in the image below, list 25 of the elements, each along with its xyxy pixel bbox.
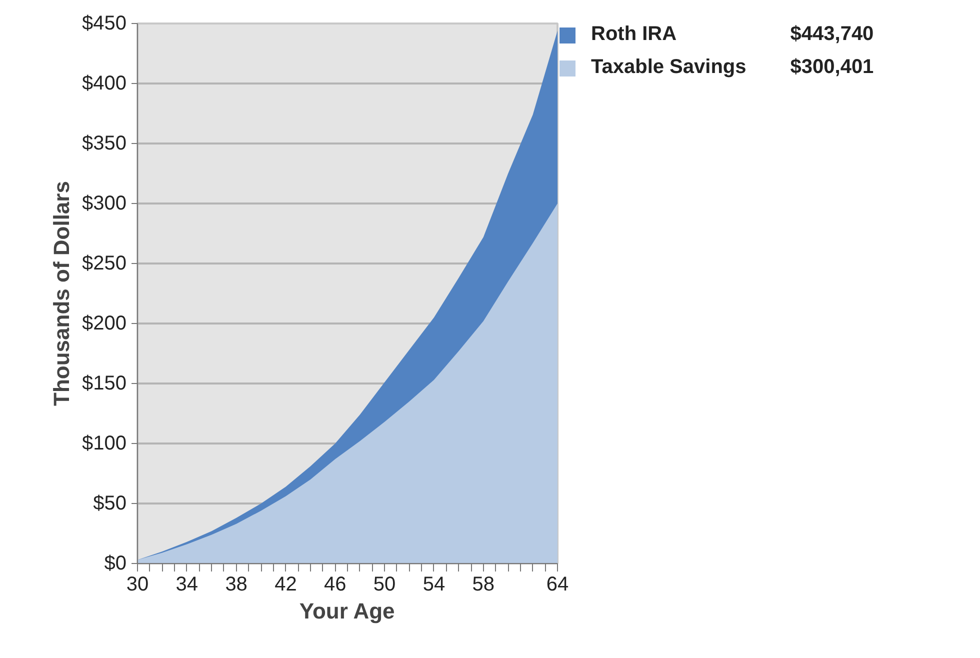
x-tick-label: 58	[472, 574, 495, 596]
legend-label: Roth IRA	[591, 23, 677, 46]
y-tick-label: $300	[82, 192, 127, 214]
y-tick-label: $100	[82, 432, 127, 454]
y-tick-label: $50	[93, 492, 127, 514]
x-tick-label: 34	[176, 574, 198, 596]
x-tick-label: 50	[373, 574, 396, 596]
x-tick-label: 38	[225, 574, 248, 596]
y-tick-label: $350	[82, 132, 127, 154]
y-tick-label: $0	[104, 552, 127, 574]
y-tick-label: $450	[82, 12, 127, 34]
x-tick-label: 46	[324, 574, 346, 596]
y-tick-label: $400	[82, 72, 127, 94]
y-tick-label: $200	[82, 312, 127, 334]
text: $443,740	[790, 23, 874, 46]
x-tick-label: 64	[546, 574, 569, 596]
x-tick-label: 42	[274, 574, 297, 596]
y-tick-label: $150	[82, 372, 127, 394]
x-tick-label: 30	[126, 574, 149, 596]
x-axis-title: Your Age	[299, 598, 395, 624]
y-tick-label: $250	[82, 252, 127, 274]
x-tick-label: 54	[422, 574, 446, 596]
legend-label: Taxable Savings	[591, 56, 746, 79]
y-axis-title: Thousands of Dollars	[49, 181, 74, 406]
text: $300,401	[790, 56, 874, 79]
